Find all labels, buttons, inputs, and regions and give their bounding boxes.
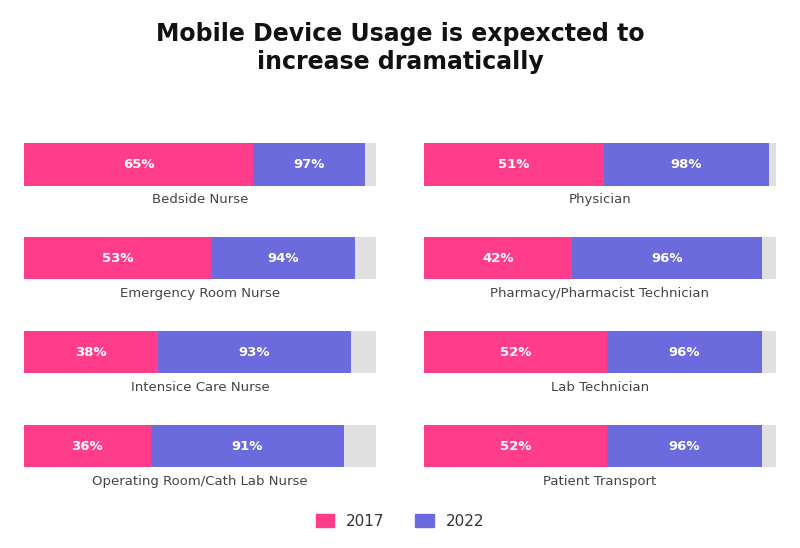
Text: Operating Room/Cath Lab Nurse: Operating Room/Cath Lab Nurse (92, 475, 308, 488)
Bar (24, 425, 344, 467)
Text: 36%: 36% (71, 439, 103, 453)
Text: Lab Technician: Lab Technician (551, 381, 649, 394)
Bar (424, 237, 762, 279)
Bar (24, 143, 253, 186)
Bar (24, 237, 376, 279)
Text: Bedside Nurse: Bedside Nurse (152, 193, 248, 206)
Bar (424, 425, 776, 467)
Text: 53%: 53% (102, 252, 133, 265)
Bar (24, 237, 355, 279)
Bar (424, 331, 607, 373)
Bar (24, 331, 158, 373)
Text: Patient Transport: Patient Transport (543, 475, 657, 488)
Bar (424, 331, 776, 373)
Text: 52%: 52% (500, 346, 531, 359)
Bar (424, 425, 762, 467)
Text: 42%: 42% (482, 252, 514, 265)
Bar (424, 237, 572, 279)
Bar (424, 331, 762, 373)
Text: 94%: 94% (267, 252, 298, 265)
Text: 96%: 96% (669, 439, 700, 453)
Bar (24, 331, 376, 373)
Text: Mobile Device Usage is expexcted to
increase dramatically: Mobile Device Usage is expexcted to incr… (156, 22, 644, 74)
Text: 98%: 98% (670, 158, 702, 171)
Bar (424, 143, 603, 186)
Text: Emergency Room Nurse: Emergency Room Nurse (120, 287, 280, 300)
Text: 96%: 96% (669, 346, 700, 359)
Bar (424, 237, 776, 279)
Bar (424, 143, 769, 186)
Text: Intensice Care Nurse: Intensice Care Nurse (130, 381, 270, 394)
Bar (424, 143, 776, 186)
Text: 96%: 96% (651, 252, 682, 265)
Bar (24, 331, 351, 373)
Bar (24, 237, 210, 279)
Text: 52%: 52% (500, 439, 531, 453)
Bar (24, 425, 150, 467)
Bar (424, 425, 607, 467)
Text: Pharmacy/Pharmacist Technician: Pharmacy/Pharmacist Technician (490, 287, 710, 300)
Legend: 2017, 2022: 2017, 2022 (310, 507, 490, 535)
Text: Physician: Physician (569, 193, 631, 206)
Bar (24, 425, 376, 467)
Text: 51%: 51% (498, 158, 530, 171)
Bar (24, 143, 366, 186)
Bar (24, 143, 376, 186)
Text: 65%: 65% (122, 158, 154, 171)
Text: 97%: 97% (294, 158, 325, 171)
Text: 91%: 91% (232, 439, 263, 453)
Text: 93%: 93% (239, 346, 270, 359)
Text: 38%: 38% (75, 346, 106, 359)
